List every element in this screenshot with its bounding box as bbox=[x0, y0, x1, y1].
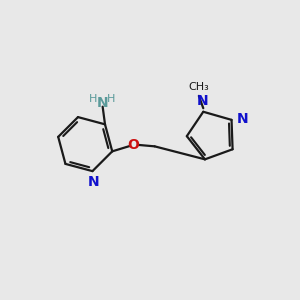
Text: H: H bbox=[89, 94, 98, 104]
Text: N: N bbox=[237, 112, 248, 126]
Text: CH₃: CH₃ bbox=[188, 82, 209, 92]
Text: N: N bbox=[97, 96, 109, 110]
Text: O: O bbox=[128, 138, 140, 152]
Text: N: N bbox=[88, 175, 100, 189]
Text: H: H bbox=[107, 94, 116, 104]
Text: N: N bbox=[197, 94, 208, 108]
